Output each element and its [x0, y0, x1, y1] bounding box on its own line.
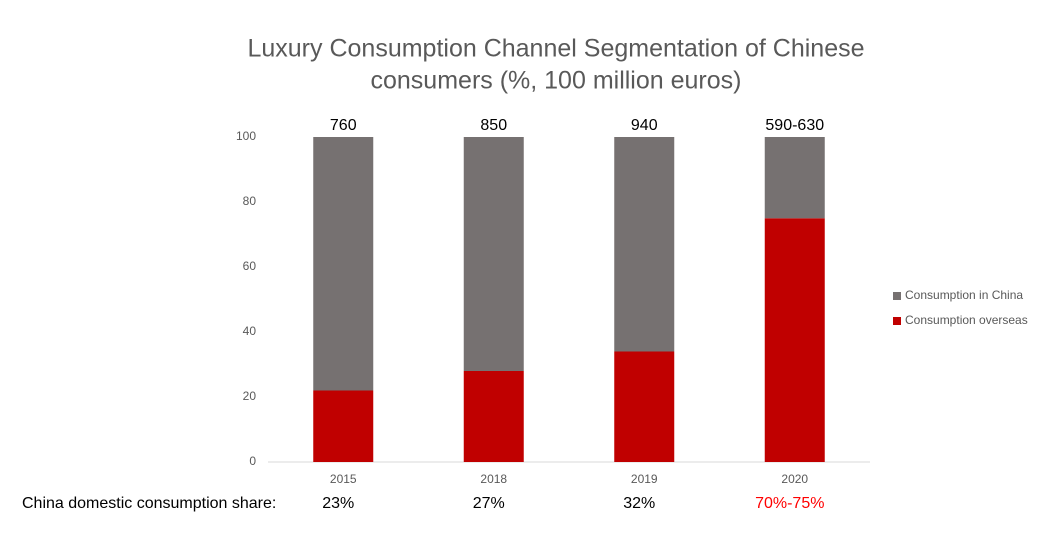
footer-value: 27% [473, 495, 505, 512]
x-tick-label: 2019 [631, 472, 658, 486]
y-tick-label: 0 [249, 454, 256, 468]
footer-value: 23% [322, 495, 354, 512]
bar-segment [313, 390, 374, 462]
legend-swatch [893, 317, 901, 325]
bar-segment [614, 137, 675, 352]
total-label: 760 [330, 117, 357, 134]
footer-value: 32% [623, 495, 655, 512]
y-tick-label: 100 [236, 129, 256, 143]
total-label: 850 [480, 117, 507, 134]
legend-label: Consumption in China [905, 288, 1023, 302]
bar-segment [614, 351, 675, 462]
y-tick-label: 20 [243, 389, 257, 403]
legend-label: Consumption overseas [905, 313, 1028, 327]
bar-segment [764, 137, 825, 219]
total-label: 590-630 [765, 117, 824, 134]
legend-swatch [893, 292, 901, 300]
y-tick-label: 60 [243, 259, 257, 273]
chart-title: consumers (%, 100 million euros) [371, 67, 742, 95]
total-label: 940 [631, 117, 658, 134]
y-tick-label: 40 [243, 324, 257, 338]
chart-title: Luxury Consumption Channel Segmentation … [247, 35, 864, 63]
bar-segment [463, 137, 524, 371]
x-tick-label: 2018 [480, 472, 507, 486]
footer-value: 70%-75% [755, 495, 824, 512]
bar-segment [764, 218, 825, 462]
footer-label: China domestic consumption share: [22, 495, 276, 512]
y-tick-label: 80 [243, 194, 257, 208]
bar-segment [313, 137, 374, 391]
x-tick-label: 2015 [330, 472, 357, 486]
bar-segment [463, 371, 524, 462]
x-tick-label: 2020 [781, 472, 808, 486]
